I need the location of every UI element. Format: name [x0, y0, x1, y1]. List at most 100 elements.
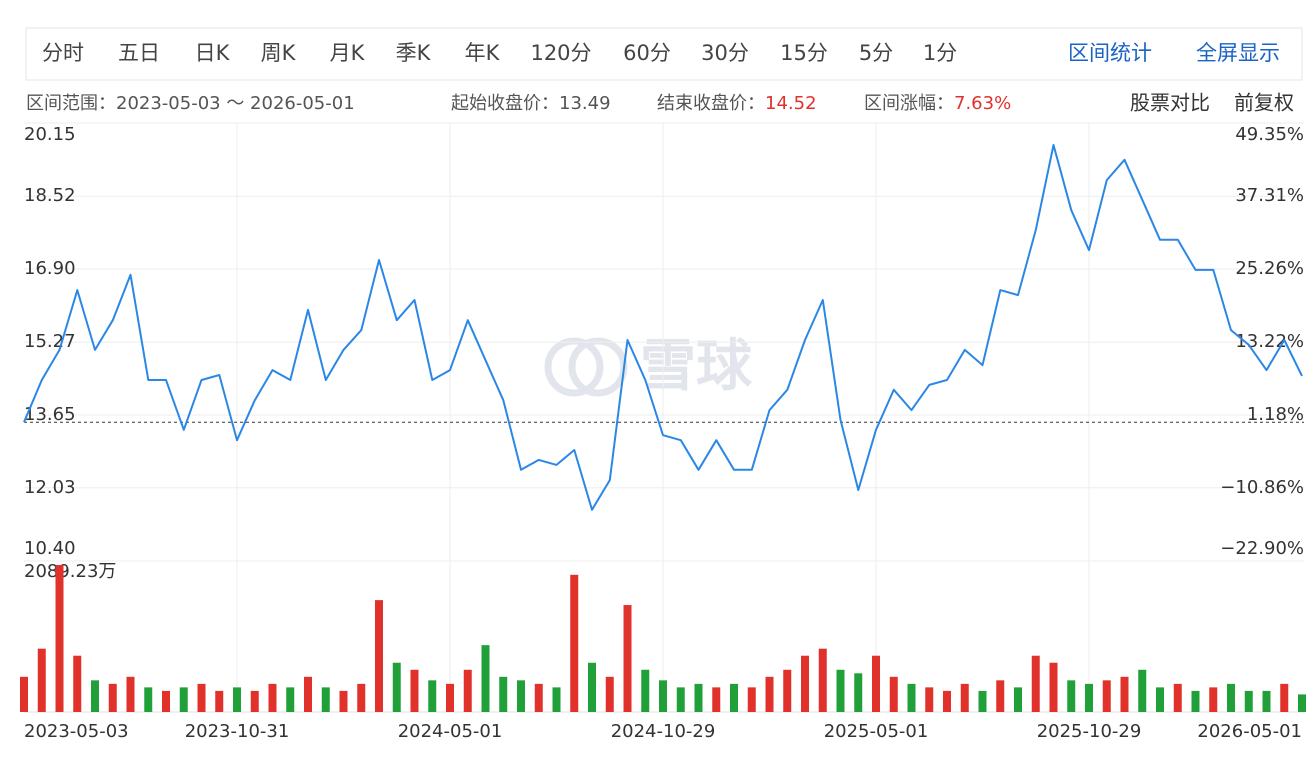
- tab[interactable]: 120分: [530, 41, 591, 65]
- volume-bar: [73, 655, 82, 712]
- volume-bar: [641, 669, 650, 712]
- y2-tick-label: 49.35%: [1235, 124, 1304, 145]
- compare-button[interactable]: 股票对比: [1130, 91, 1210, 115]
- tab[interactable]: 分时: [42, 41, 84, 65]
- end-info: 结束收盘价：14.52: [657, 93, 817, 114]
- y2-tick-label: −22.90%: [1220, 538, 1304, 559]
- volume-bar: [268, 683, 277, 712]
- y-tick-label: 10.40: [24, 538, 76, 559]
- y2-tick-label: 37.31%: [1235, 185, 1304, 206]
- change-info: 区间涨幅：7.63%: [864, 93, 1011, 114]
- volume-bar: [286, 687, 295, 712]
- volume-bar: [765, 676, 774, 712]
- volume-bar: [339, 690, 348, 712]
- y-tick-label: 20.15: [24, 124, 76, 145]
- toolbar-box: [25, 27, 1303, 81]
- volume-bar: [126, 676, 135, 712]
- volume-bar: [517, 680, 525, 712]
- volume-bar: [481, 645, 490, 712]
- tab[interactable]: 年K: [465, 41, 501, 65]
- x-tick-label: 2025-10-29: [1037, 721, 1142, 742]
- volume-bar: [20, 676, 28, 712]
- x-tick-label: 2023-05-03: [24, 721, 129, 742]
- volume-bar: [960, 683, 969, 712]
- volume-bar: [144, 687, 153, 712]
- volume-bar: [1209, 687, 1218, 712]
- volume-bar: [730, 683, 738, 712]
- volume-bar: [1102, 680, 1111, 712]
- volume-bar: [215, 690, 224, 712]
- tab[interactable]: 5分: [859, 41, 893, 65]
- tab[interactable]: 60分: [623, 41, 671, 65]
- tab[interactable]: 季K: [396, 41, 432, 65]
- volume-bar: [978, 690, 987, 712]
- volume-bar: [55, 565, 64, 712]
- y-tick-label: 16.90: [24, 258, 76, 279]
- y2-tick-label: −10.86%: [1220, 477, 1304, 498]
- tab[interactable]: 五日: [118, 41, 160, 65]
- volume-bar: [925, 687, 934, 712]
- tab[interactable]: 月K: [330, 41, 366, 65]
- volume-bar: [197, 683, 206, 712]
- y2-tick-label: 25.26%: [1235, 258, 1304, 279]
- volume-bar: [321, 687, 330, 712]
- action-button[interactable]: 全屏显示: [1196, 41, 1280, 65]
- volume-bar: [1298, 694, 1306, 712]
- volume-bar: [37, 648, 46, 712]
- action-button[interactable]: 区间统计: [1068, 41, 1152, 65]
- value: 2023-05-03 ～ 2026-05-01: [116, 93, 355, 114]
- volume-bar: [1280, 683, 1289, 712]
- y-tick-label: 18.52: [24, 185, 76, 206]
- tab[interactable]: 1分: [923, 41, 957, 65]
- x-tick-label: 2024-10-29: [611, 721, 716, 742]
- x-tick-label: 2026-05-01: [1197, 721, 1302, 742]
- volume-bar: [747, 687, 756, 712]
- volume-bar: [410, 669, 419, 712]
- volume-bar: [357, 683, 366, 712]
- y-tick-label: 12.03: [24, 477, 76, 498]
- watermark: 雪球: [544, 334, 753, 399]
- label: 区间范围：: [26, 93, 116, 114]
- x-tick-label: 2024-05-01: [398, 721, 503, 742]
- price-line: [23, 144, 1303, 511]
- volume-bar: [1120, 676, 1129, 712]
- volume-bar: [694, 683, 703, 712]
- volume-bar: [91, 680, 99, 712]
- volume-bar: [801, 655, 809, 712]
- watermark-text: 雪球: [640, 334, 753, 399]
- volume-bar: [570, 574, 579, 712]
- range-info: 区间范围：2023-05-03 ～ 2026-05-01: [26, 93, 355, 114]
- watermark-logo: [544, 337, 604, 397]
- x-tick-label: 2023-10-31: [185, 721, 290, 742]
- volume-bar: [463, 669, 472, 712]
- volume-bar: [872, 655, 880, 712]
- volume-bar: [1031, 655, 1040, 712]
- x-tick-label: 2025-05-01: [824, 721, 929, 742]
- start-info: 起始收盘价：13.49: [451, 93, 611, 114]
- volume-bar: [1227, 683, 1235, 712]
- tab[interactable]: 15分: [780, 41, 828, 65]
- grid: [24, 122, 1304, 712]
- volume-bar: [162, 690, 170, 712]
- y-tick-label: 13.65: [24, 404, 76, 425]
- value: 7.63%: [954, 93, 1011, 114]
- volume-bar: [304, 676, 312, 712]
- tab[interactable]: 日K: [195, 41, 231, 65]
- volume-bar: [889, 676, 898, 712]
- label: 起始收盘价：: [451, 93, 559, 114]
- tab[interactable]: 周K: [261, 41, 297, 65]
- volume-bar: [907, 683, 916, 712]
- adjust-button[interactable]: 前复权: [1234, 91, 1294, 115]
- volume-bar: [108, 683, 117, 712]
- volume-bar: [1138, 669, 1147, 712]
- volume-bar: [375, 600, 383, 712]
- volume-bar: [605, 676, 614, 712]
- volume-bar: [1156, 687, 1164, 712]
- volume-bar: [1085, 683, 1093, 712]
- label: 区间涨幅：: [864, 93, 954, 114]
- toolbar: 分时 五日 日K 周K 月K 季K 年K 120分 60分 30分 15分 5分 1分: [42, 41, 957, 65]
- tab[interactable]: 30分: [701, 41, 749, 65]
- volume-bar: [446, 683, 454, 712]
